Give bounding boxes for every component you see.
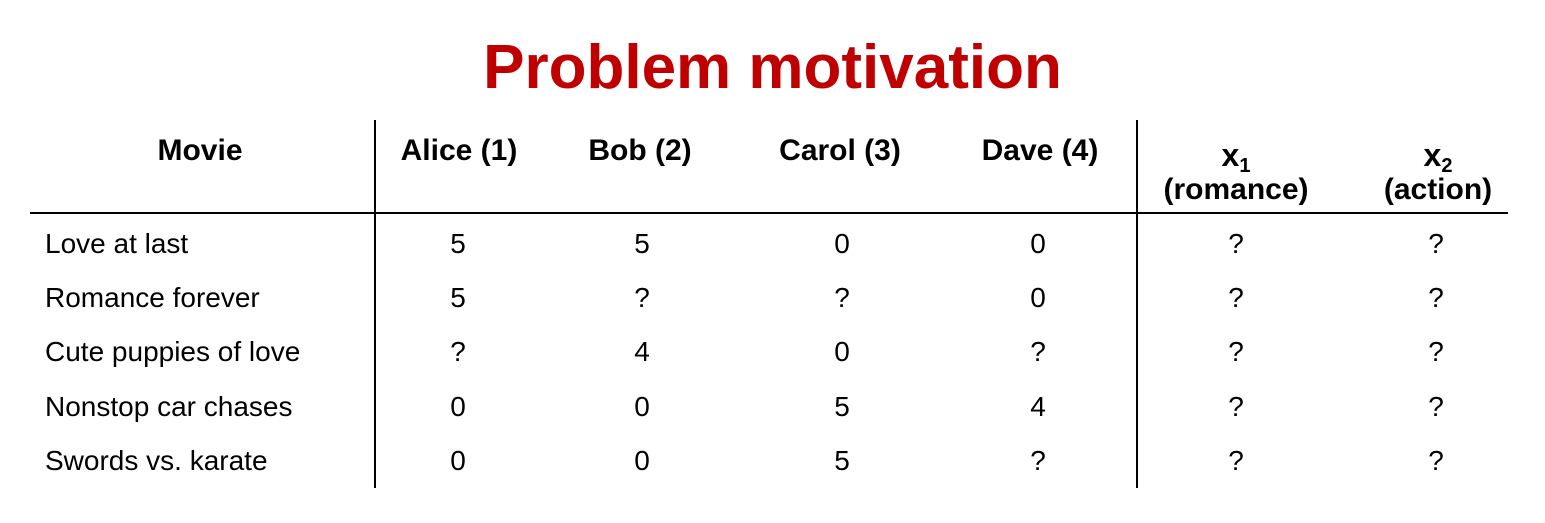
feature-x2: ?: [1428, 391, 1444, 422]
table-row: Cute puppies of love ? 4 0 ? ? ?: [0, 325, 1545, 379]
header-x2-symbol: x: [1423, 137, 1442, 173]
header-x2-desc: (action): [1383, 173, 1493, 206]
header-x2-symbol-wrap: x2: [1358, 137, 1518, 176]
feature-x1: ?: [1228, 391, 1244, 422]
header-movie: Movie: [157, 134, 243, 167]
feature-x1: ?: [1228, 282, 1244, 313]
rating-dave: 0: [1030, 282, 1046, 313]
header-x1-symbol-wrap: x1: [1148, 137, 1324, 176]
header-x1: x1 (romance): [1148, 138, 1324, 208]
rating-bob: 5: [634, 228, 650, 259]
rating-bob: 4: [634, 336, 650, 367]
movie-title: Nonstop car chases: [45, 391, 293, 422]
header-x1-desc: (romance): [1163, 173, 1309, 206]
header-x2: x2 (action): [1358, 138, 1518, 208]
table-row: Love at last 5 5 0 0 ? ?: [0, 217, 1545, 271]
header-dave: Dave (4): [981, 134, 1099, 167]
feature-x1: ?: [1228, 228, 1244, 259]
rating-carol: 0: [834, 336, 850, 367]
rating-carol: ?: [834, 282, 850, 313]
feature-x2: ?: [1428, 445, 1444, 476]
feature-x2: ?: [1428, 336, 1444, 367]
rating-dave: 4: [1030, 391, 1046, 422]
header-alice: Alice (1): [400, 134, 518, 167]
feature-x1: ?: [1228, 336, 1244, 367]
header-bob: Bob (2): [588, 134, 692, 167]
movie-title: Swords vs. karate: [45, 445, 268, 476]
header-x1-subscript: 1: [1239, 155, 1251, 177]
rating-alice: 0: [450, 391, 466, 422]
rating-bob: 0: [634, 445, 650, 476]
movie-title: Cute puppies of love: [45, 336, 301, 367]
slide-title: Problem motivation: [483, 33, 1062, 102]
movie-column-divider: [374, 120, 376, 488]
rating-alice: 5: [450, 228, 466, 259]
header-x1-symbol: x: [1221, 137, 1240, 173]
rating-carol: 0: [834, 228, 850, 259]
rating-dave: 0: [1030, 228, 1046, 259]
feature-x1: ?: [1228, 445, 1244, 476]
rating-carol: 5: [834, 445, 850, 476]
table-row: Nonstop car chases 0 0 5 4 ? ?: [0, 380, 1545, 434]
feature-x2: ?: [1428, 228, 1444, 259]
rating-alice: ?: [450, 336, 466, 367]
header-divider: [30, 212, 1508, 214]
feature-x2: ?: [1428, 282, 1444, 313]
movie-title: Love at last: [45, 228, 189, 259]
rating-carol: 5: [834, 391, 850, 422]
table-row: Romance forever 5 ? ? 0 ? ?: [0, 271, 1545, 325]
rating-bob: 0: [634, 391, 650, 422]
rating-dave: ?: [1030, 336, 1046, 367]
table-row: Swords vs. karate 0 0 5 ? ? ?: [0, 434, 1545, 488]
rating-bob: ?: [634, 282, 650, 313]
rating-dave: ?: [1030, 445, 1046, 476]
rating-alice: 0: [450, 445, 466, 476]
movie-title: Romance forever: [45, 282, 260, 313]
header-carol: Carol (3): [779, 134, 901, 167]
feature-column-divider: [1136, 120, 1138, 488]
header-x2-subscript: 2: [1441, 155, 1453, 177]
rating-alice: 5: [450, 282, 466, 313]
